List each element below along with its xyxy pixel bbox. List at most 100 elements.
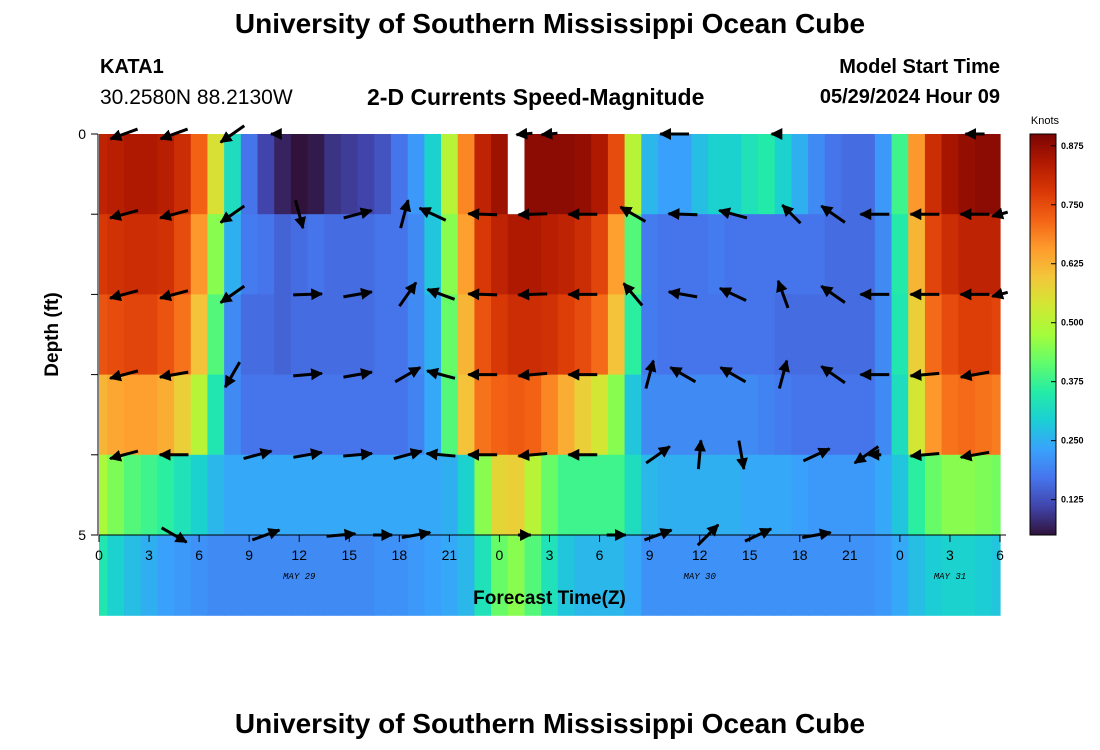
heatmap-cell — [941, 294, 959, 376]
heatmap-cell — [991, 214, 1001, 295]
heatmap-cell — [674, 294, 692, 376]
heatmap-cell — [541, 134, 559, 215]
heatmap-cell — [774, 535, 793, 616]
date-label: MAY 29 — [283, 572, 316, 582]
heatmap-cell — [924, 294, 943, 376]
heatmap-cell — [257, 535, 275, 616]
current-vector-arrow — [540, 127, 558, 140]
heatmap-cell — [407, 454, 425, 536]
heatmap-cell — [724, 374, 742, 456]
heatmap-cell — [507, 454, 526, 536]
heatmap-cell — [924, 535, 943, 616]
heatmap-cell — [774, 374, 793, 456]
heatmap-cell — [541, 535, 559, 616]
heatmap-cell — [424, 374, 442, 456]
heatmap-cell — [591, 134, 609, 215]
x-tick-label: 0 — [496, 547, 504, 563]
x-tick-label: 6 — [596, 547, 604, 563]
current-vector-arrow — [719, 366, 747, 384]
heatmap-cell — [708, 374, 726, 456]
heatmap-cell — [457, 535, 476, 616]
heatmap-cell — [124, 294, 142, 376]
heatmap-cell — [924, 454, 943, 536]
heatmap-cell — [824, 454, 843, 536]
date-label: MAY 30 — [683, 572, 716, 582]
x-tick-label: 0 — [896, 547, 904, 563]
heatmap-cell — [624, 374, 642, 456]
heatmap-cell — [841, 535, 859, 616]
heatmap-cell — [224, 454, 242, 536]
heatmap-cell — [424, 294, 442, 376]
current-vector-arrow — [517, 449, 548, 462]
heatmap-cell — [307, 214, 325, 295]
heatmap-cell — [441, 535, 459, 616]
heatmap-cell — [941, 374, 959, 456]
heatmap-cell — [157, 374, 175, 456]
heatmap-cell — [557, 294, 576, 376]
heatmap-cell — [941, 454, 959, 536]
heatmap-cell — [424, 454, 442, 536]
heatmap-cell — [140, 134, 158, 215]
heatmap-cell — [574, 214, 592, 295]
heatmap-cell — [340, 134, 359, 215]
current-vector-arrow — [717, 207, 748, 220]
title-bottom: University of Southern Mississippi Ocean… — [234, 708, 866, 739]
heatmap-cell — [174, 214, 192, 295]
current-vector-arrow — [909, 368, 940, 381]
heatmap-cell — [908, 294, 926, 376]
heatmap-cell — [824, 294, 843, 376]
heatmap-cell — [107, 374, 125, 456]
heatmap-cell — [657, 134, 676, 215]
heatmap-cell — [991, 294, 1001, 376]
heatmap-cell — [791, 535, 809, 616]
heatmap-cell — [641, 294, 659, 376]
current-vectors — [108, 124, 1009, 547]
x-tick-label: 9 — [245, 547, 253, 563]
heatmap-cell — [99, 454, 108, 536]
heatmap-cell — [958, 535, 976, 616]
current-vector-arrow — [425, 448, 456, 461]
heatmap-cell — [758, 454, 776, 536]
current-vector-arrow — [959, 449, 990, 462]
heatmap-cell — [974, 294, 993, 376]
heatmap-cell — [240, 134, 259, 215]
heatmap-cell — [474, 535, 492, 616]
heatmap-cell — [724, 454, 742, 536]
heatmap-cell — [374, 214, 392, 295]
heatmap-cell — [441, 134, 459, 215]
heatmap-cell — [441, 294, 459, 376]
heatmap-cell — [691, 294, 709, 376]
heatmap-cell — [541, 214, 559, 295]
date-label: MAY 31 — [934, 572, 966, 582]
heatmap-cell — [607, 294, 626, 376]
heatmap-cell — [99, 535, 108, 616]
x-tick-label: 15 — [341, 547, 357, 563]
heatmap-cell — [708, 535, 726, 616]
heatmap-cell — [257, 134, 275, 215]
heatmap-cell — [124, 374, 142, 456]
heatmap-cell — [340, 535, 359, 616]
heatmap-cell — [991, 535, 1001, 616]
heatmap-cell — [174, 374, 192, 456]
current-vector-arrow — [776, 279, 790, 309]
heatmap-cell — [858, 374, 876, 456]
heatmap-cell — [841, 374, 859, 456]
heatmap-cell — [390, 134, 409, 215]
heatmap-cell — [240, 454, 259, 536]
x-tick-label: 18 — [792, 547, 808, 563]
heatmap-cell — [424, 535, 442, 616]
heatmap-cell — [274, 535, 292, 616]
heatmap-cell — [340, 374, 359, 456]
heatmap-cell — [240, 374, 259, 456]
heatmap-cell — [224, 214, 242, 295]
heatmap-cell — [574, 535, 592, 616]
heatmap-cell — [207, 214, 225, 295]
heatmap-cell — [324, 134, 342, 215]
heatmap-cell — [140, 214, 158, 295]
heatmap-cell — [124, 454, 142, 536]
heatmap-cell — [624, 454, 642, 536]
heatmap-cell — [491, 134, 509, 215]
heatmap-cell — [324, 294, 342, 376]
heatmap-cell — [257, 294, 275, 376]
heatmap-cell — [407, 535, 425, 616]
